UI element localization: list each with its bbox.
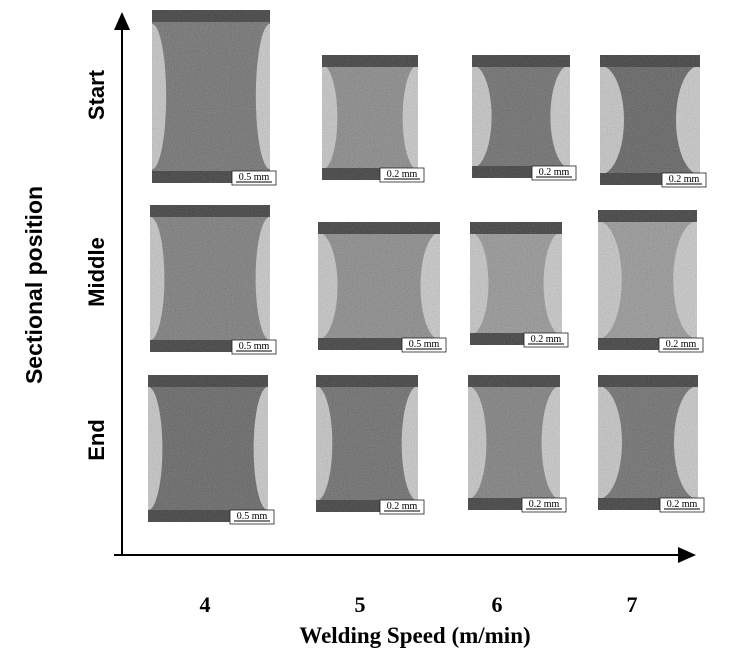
grain <box>470 222 562 345</box>
scale-bar-label: 0.2 mm <box>531 334 562 345</box>
scale-bar-label: 0.5 mm <box>237 511 268 522</box>
grain <box>150 205 270 352</box>
y-axis-label: Sectional position <box>21 186 47 384</box>
micrograph <box>152 10 270 183</box>
scale-bar-label: 0.2 mm <box>669 174 700 185</box>
scale-bar-label: 0.5 mm <box>409 339 440 350</box>
micrograph <box>472 55 570 178</box>
micrograph <box>598 210 697 350</box>
grain <box>598 375 698 510</box>
scale-bar-label: 0.5 mm <box>239 172 270 183</box>
micrograph <box>468 375 560 510</box>
micrograph-grid: 0.5 mm 0.2 mm 0.2 mm 0.2 mm 0.5 mm 0.5 mm 0.2 … <box>148 10 707 525</box>
column-label: 4 <box>200 592 211 617</box>
scale-bar-label: 0.2 mm <box>387 169 418 180</box>
micrograph <box>600 55 700 185</box>
scale-bar-label: 0.2 mm <box>666 339 697 350</box>
row-label: Start <box>84 69 109 120</box>
micrograph <box>470 222 562 345</box>
column-label: 5 <box>355 592 366 617</box>
micrograph <box>322 55 418 180</box>
column-label: 6 <box>492 592 503 617</box>
scale-bar-label: 0.2 mm <box>387 501 418 512</box>
micrograph <box>598 375 698 510</box>
micrograph <box>148 375 268 522</box>
grain <box>472 55 570 178</box>
micrograph <box>316 375 418 512</box>
scale-bar-label: 0.2 mm <box>539 167 570 178</box>
grain <box>322 55 418 180</box>
grain <box>148 375 268 522</box>
scale-bar-label: 0.2 mm <box>667 499 698 510</box>
grain <box>468 375 560 510</box>
row-label: End <box>84 419 109 461</box>
grain <box>598 210 697 350</box>
scale-bar-label: 0.5 mm <box>239 341 270 352</box>
micrograph <box>318 222 440 350</box>
grain <box>600 55 700 185</box>
column-label: 7 <box>627 592 638 617</box>
grain <box>316 375 418 512</box>
grain <box>152 10 270 183</box>
x-axis-label: Welding Speed (m/min) <box>299 623 530 648</box>
grain <box>318 222 440 350</box>
scale-bar-label: 0.2 mm <box>529 499 560 510</box>
row-label: Middle <box>84 237 109 307</box>
micrograph <box>150 205 270 352</box>
